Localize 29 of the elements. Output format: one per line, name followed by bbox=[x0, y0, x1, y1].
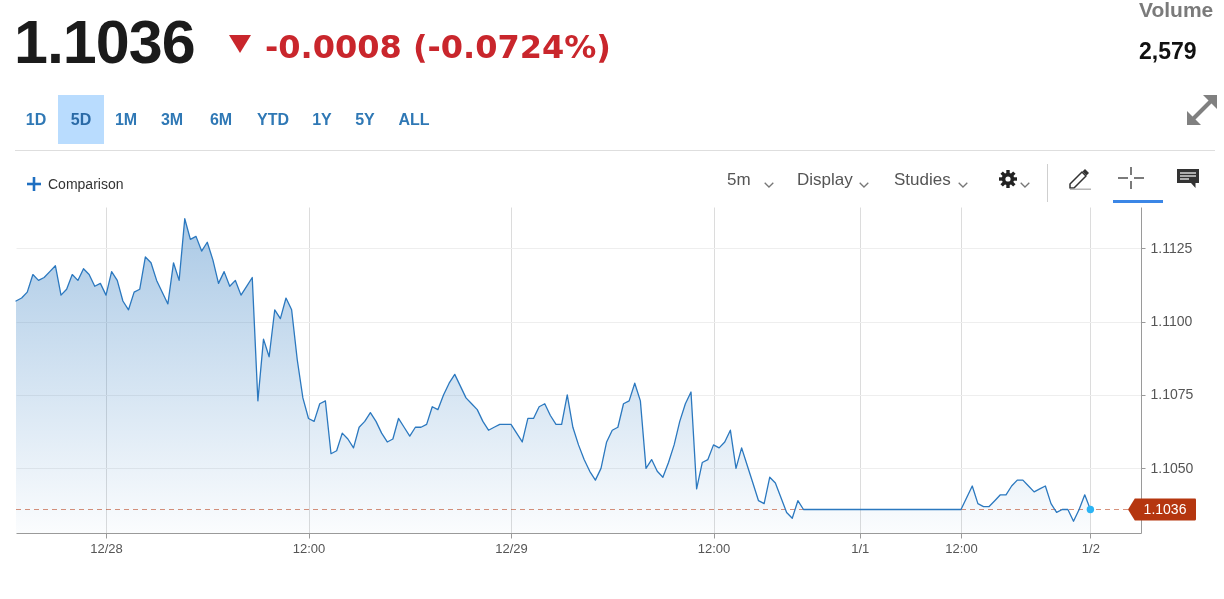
y-tick-label: 1.1050 bbox=[1150, 459, 1194, 476]
x-tick-label: 12:00 bbox=[292, 540, 326, 556]
text: 2,579 bbox=[1139, 38, 1197, 64]
text: Display bbox=[797, 170, 853, 189]
text: 5m bbox=[727, 170, 751, 189]
chart-title: 1.1036 bbox=[14, 8, 195, 76]
y-tick-label: 1.1075 bbox=[1150, 386, 1194, 403]
text: ALL bbox=[397, 110, 431, 130]
text: 3M bbox=[159, 110, 185, 130]
text: 1Y bbox=[311, 110, 333, 130]
x-tick-label: 12:00 bbox=[945, 540, 978, 556]
y-tick-label: 1.1125 bbox=[1150, 239, 1193, 256]
time-range-button: 5D bbox=[58, 95, 104, 144]
text: YTD bbox=[256, 110, 290, 130]
text: 1D bbox=[24, 110, 48, 130]
text: Volume bbox=[1139, 0, 1214, 21]
x-tick-label: 1/2 bbox=[1081, 540, 1100, 556]
text: 1M bbox=[113, 110, 139, 130]
text: Comparison bbox=[48, 176, 124, 192]
x-tick-label: 12/29 bbox=[495, 540, 528, 556]
text: 6M bbox=[208, 110, 234, 130]
text: 5Y bbox=[354, 110, 376, 130]
chart-subtitle: -0.0008 (-0.0724%) bbox=[265, 28, 611, 66]
y-tick-label: 1.1100 bbox=[1150, 313, 1193, 330]
ref-line-label: 1.1036 bbox=[1143, 500, 1187, 517]
text: Studies bbox=[894, 170, 951, 189]
x-tick-label: 1/1 bbox=[851, 540, 870, 556]
x-tick-label: 12:00 bbox=[697, 540, 731, 556]
x-tick-label: 12/28 bbox=[90, 540, 123, 556]
